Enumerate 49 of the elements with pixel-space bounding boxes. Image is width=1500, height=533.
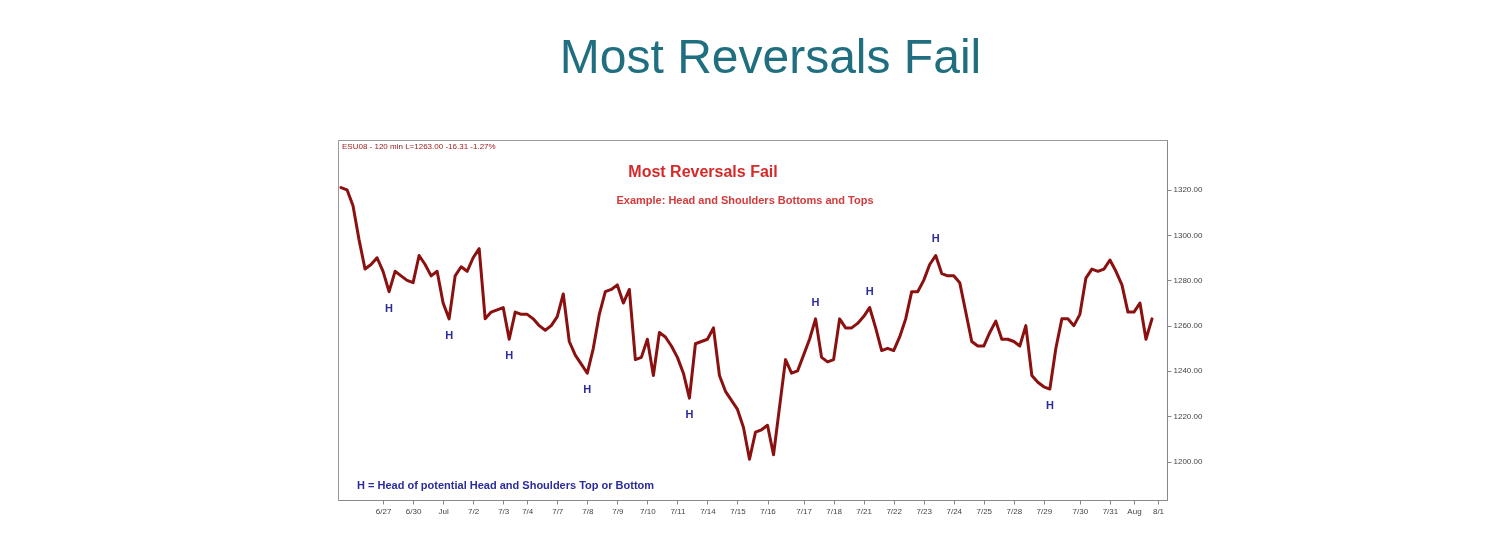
- y-tick-label: 1280.00: [1173, 275, 1203, 285]
- x-tick-label: 7/17: [796, 506, 813, 516]
- x-tick-label: 7/10: [640, 506, 657, 516]
- x-tick-label: 7/16: [760, 506, 777, 516]
- data-label: H: [931, 232, 940, 245]
- x-tick-label: 7/25: [976, 506, 993, 516]
- annotation: ESU08 - 120 min L=1263.00 -16.31 -1.27%: [342, 142, 496, 151]
- data-label: H: [385, 301, 394, 314]
- x-tick-label: 7/30: [1072, 506, 1089, 516]
- x-tick-label: 7/14: [700, 506, 717, 516]
- x-tick-label: 7/31: [1102, 506, 1119, 516]
- y-tick-label: 1220.00: [1173, 411, 1203, 421]
- annotation: Most Reversals Fail: [628, 163, 778, 180]
- x-tick-label: 7/24: [946, 506, 963, 516]
- x-tick-label: 6/30: [405, 506, 422, 516]
- x-tick-label: 7/15: [730, 506, 747, 516]
- chart-title: Most Reversals Fail: [559, 30, 982, 83]
- x-tick-label: 7/3: [498, 506, 510, 516]
- data-label: H: [811, 295, 820, 308]
- line-series: [339, 186, 1154, 461]
- x-tick-label: Jul: [438, 506, 449, 516]
- data-label: H: [583, 383, 592, 396]
- x-tick-label: 7/23: [916, 506, 933, 516]
- x-tick-label: Aug: [1127, 506, 1142, 516]
- annotation: H = Head of potential Head and Shoulders Top or Bottom: [357, 479, 655, 491]
- x-tick-label: 7/22: [886, 506, 903, 516]
- x-tick-label: 7/8: [582, 506, 594, 516]
- x-tick-label: 7/9: [612, 506, 624, 516]
- x-tick-label: 7/18: [826, 506, 843, 516]
- x-tick-label: 7/11: [670, 506, 686, 516]
- data-label: H: [505, 349, 514, 362]
- x-tick-label: 7/7: [552, 506, 564, 516]
- x-tick-label: 7/4: [522, 506, 534, 516]
- x-tick-label: 7/28: [1006, 506, 1023, 516]
- y-tick-label: 1260.00: [1173, 321, 1203, 331]
- y-tick-label: 1200.00: [1173, 457, 1203, 467]
- annotation: Example: Head and Shoulders Bottoms and Tops: [616, 194, 874, 206]
- y-tick-label: 1240.00: [1173, 366, 1203, 376]
- x-tick-label: 7/21: [856, 506, 873, 516]
- y-tick-label: 1320.00: [1173, 185, 1203, 195]
- data-label: H: [685, 408, 694, 421]
- x-tick-label: 7/29: [1036, 506, 1053, 516]
- x-tick-label: 8/1: [1152, 506, 1165, 516]
- data-label: H: [865, 284, 874, 297]
- data-label: H: [1045, 399, 1054, 412]
- x-tick-label: 6/27: [375, 506, 392, 516]
- x-tick-label: 7/2: [468, 506, 480, 516]
- y-tick-label: 1300.00: [1173, 230, 1203, 240]
- data-label: H: [445, 328, 454, 341]
